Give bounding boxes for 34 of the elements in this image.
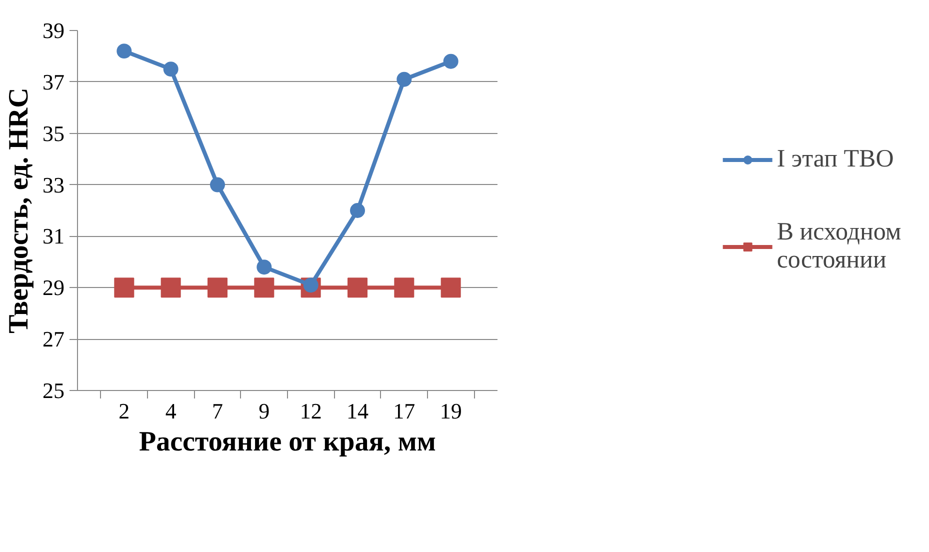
point (208, 278, 228, 298)
y-tick-label: 35 (42, 120, 64, 146)
y-tick-label: 31 (42, 224, 64, 249)
point (116, 44, 132, 59)
point (254, 278, 274, 298)
x-tick-label: 17 (393, 398, 416, 424)
point (160, 278, 181, 298)
point (350, 203, 365, 218)
point (348, 278, 368, 298)
y-tick-label: 29 (42, 275, 64, 300)
legend-label: I этап ТВО (776, 146, 894, 174)
legend-label: В исходном состоянии (776, 218, 902, 274)
y-tick-label: 25 (42, 378, 64, 403)
point (114, 278, 134, 298)
point (210, 177, 225, 192)
point (394, 278, 414, 298)
y-tick-label: 37 (42, 69, 64, 94)
y-axis-title: Твердость, ед. HRC (4, 88, 34, 334)
x-tick-label: 7 (212, 398, 223, 424)
x-tick-label: 19 (440, 398, 462, 424)
point (256, 260, 272, 275)
x-axis-title: Расстояние от края, мм (138, 426, 436, 458)
point (396, 72, 412, 87)
x-tick-label: 4 (165, 398, 176, 424)
y-tick-label: 39 (42, 18, 64, 43)
point (440, 278, 461, 298)
y-tick-label: 27 (42, 326, 64, 352)
x-tick-label: 2 (118, 398, 130, 424)
y-tick-label: 33 (42, 172, 64, 198)
point (443, 54, 458, 69)
point (163, 62, 178, 77)
x-tick-label: 9 (258, 398, 270, 424)
x-tick-label: 14 (346, 398, 368, 424)
x-tick-label: 12 (300, 398, 322, 424)
